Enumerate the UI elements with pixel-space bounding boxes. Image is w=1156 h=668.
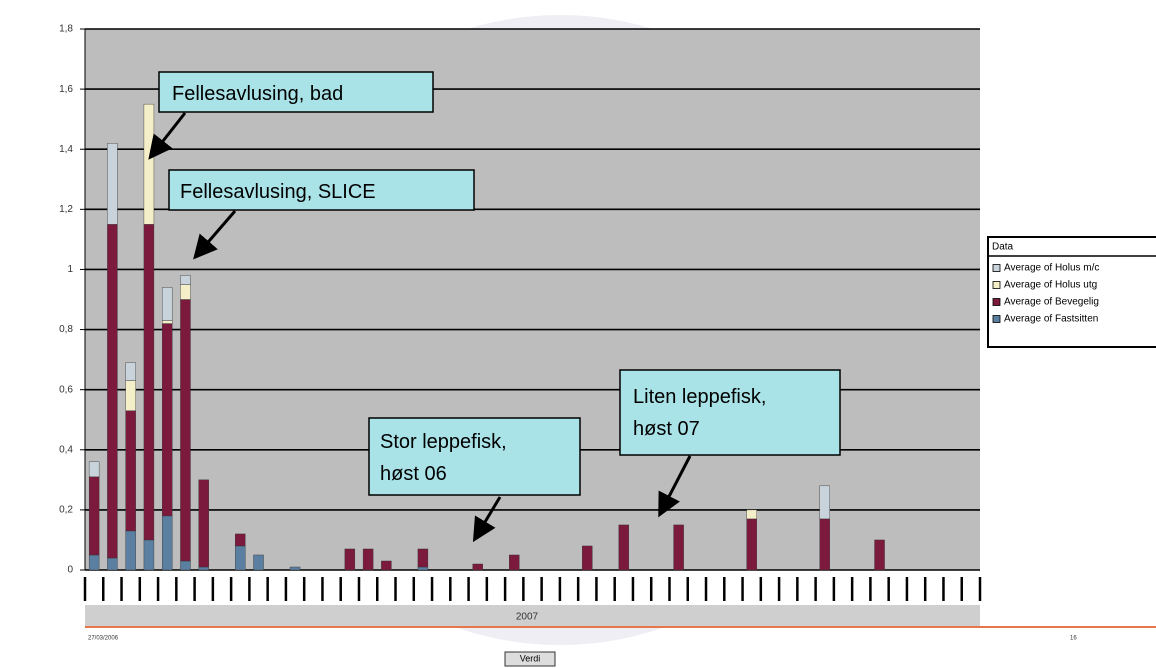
bar-segment: [180, 275, 191, 285]
bar-segment: [88, 476, 100, 556]
legend-swatch: [992, 264, 1001, 272]
legend-label: Average of Bevegelig: [1004, 297, 1099, 308]
callout-box: [158, 71, 434, 113]
legend-swatch: [992, 315, 1001, 323]
legend-swatch: [992, 281, 1001, 289]
bar-segment: [125, 410, 136, 532]
bar-segment: [289, 566, 301, 571]
bar-segment: [618, 524, 630, 571]
bar-segment: [180, 560, 191, 571]
bar-segment: [874, 539, 885, 571]
bar-segment: [125, 530, 136, 571]
bar-segment: [143, 224, 155, 541]
bar-segment: [107, 224, 118, 559]
y-tick-label: 1: [67, 264, 73, 275]
callout-text: Liten leppefisk,: [633, 386, 766, 408]
bar-segment: [180, 299, 191, 562]
bar-segment: [88, 554, 100, 571]
bar-segment: [161, 515, 173, 571]
bar-segment: [235, 533, 246, 547]
bar-segment: [582, 545, 593, 571]
bar-segment: [253, 554, 264, 571]
bar-segment: [417, 548, 429, 568]
legend-label: Average of Holus m/c: [1004, 263, 1099, 274]
bar-segment: [819, 485, 830, 520]
y-tick-label: 1,8: [59, 24, 73, 35]
y-tick-label: 0,2: [59, 505, 73, 516]
bar-segment: [198, 566, 209, 571]
y-tick-label: 1,2: [59, 204, 73, 215]
callout-text: Fellesavlusing, bad: [172, 83, 343, 105]
callout: Stor leppefisk, høst 06: [368, 417, 581, 543]
callout-arrow: [658, 455, 692, 518]
y-tick-label: 1,4: [59, 144, 73, 155]
bar-segment: [107, 143, 118, 225]
bar-segment: [88, 461, 100, 478]
bar-segment: [746, 518, 757, 571]
callout-text: Fellesavlusing, SLICE: [180, 181, 376, 203]
callout: Fellesavlusing, SLICE: [168, 169, 475, 260]
y-tick-label: 0,4: [59, 444, 73, 455]
legend-label: Average of Holus utg: [1004, 280, 1097, 291]
bar-segment: [125, 362, 136, 381]
bar-segment: [746, 509, 757, 520]
bar-segment: [509, 554, 520, 571]
legend-items: Average of Holus m/c Average of Holus utg…: [992, 263, 1099, 325]
bar-segment: [107, 557, 118, 571]
x-axis-label: 2007: [516, 612, 539, 623]
legend-box: [987, 236, 1156, 348]
callout-text: Stor leppefisk,: [380, 431, 507, 453]
bar-segment: [417, 566, 429, 571]
callout-text: høst 06: [380, 463, 447, 485]
bar-segment: [161, 323, 173, 517]
bar-segment: [143, 103, 155, 225]
callout-box: [168, 169, 475, 211]
axis-band: [85, 605, 980, 627]
callout-arrow: [472, 496, 502, 543]
bar-segment: [161, 320, 173, 324]
callout-arrow: [193, 210, 237, 260]
button-box[interactable]: [504, 651, 556, 667]
callout-arrow: [148, 112, 187, 160]
bar-segment: [472, 563, 483, 571]
bar-segment: [125, 380, 136, 411]
y-tick-label: 1,6: [59, 84, 73, 95]
bar-segment: [143, 539, 155, 571]
callout-box: [368, 417, 581, 496]
bar-segment: [819, 518, 830, 571]
bar-segment: [344, 548, 356, 571]
y-tick-label: 0,8: [59, 324, 73, 335]
y-tick-label: 0: [67, 565, 73, 576]
button-text[interactable]: Verdi: [520, 653, 541, 663]
callout: Fellesavlusing, bad: [148, 71, 434, 160]
field-button[interactable]: Verdi: [504, 651, 556, 667]
legend-label: Average of Fastsitten: [1004, 314, 1098, 325]
legend-swatch: [992, 298, 1001, 306]
bar-segment: [180, 284, 191, 300]
bar-segment: [235, 545, 246, 571]
bar-segment: [198, 479, 209, 568]
bar-segment: [381, 560, 392, 571]
x-start-label: 27/03/2006: [88, 636, 119, 642]
bar-segment: [362, 548, 374, 571]
callout: Liten leppefisk, høst 07: [619, 369, 841, 518]
bar-segment: [161, 287, 173, 321]
callout-text: høst 07: [633, 418, 700, 440]
callout-box: [619, 369, 841, 456]
bar-segment: [673, 524, 684, 571]
y-tick-label: 0,6: [59, 384, 73, 395]
x-end-label: 16: [1070, 636, 1077, 642]
legend-title: Data: [992, 242, 1014, 253]
